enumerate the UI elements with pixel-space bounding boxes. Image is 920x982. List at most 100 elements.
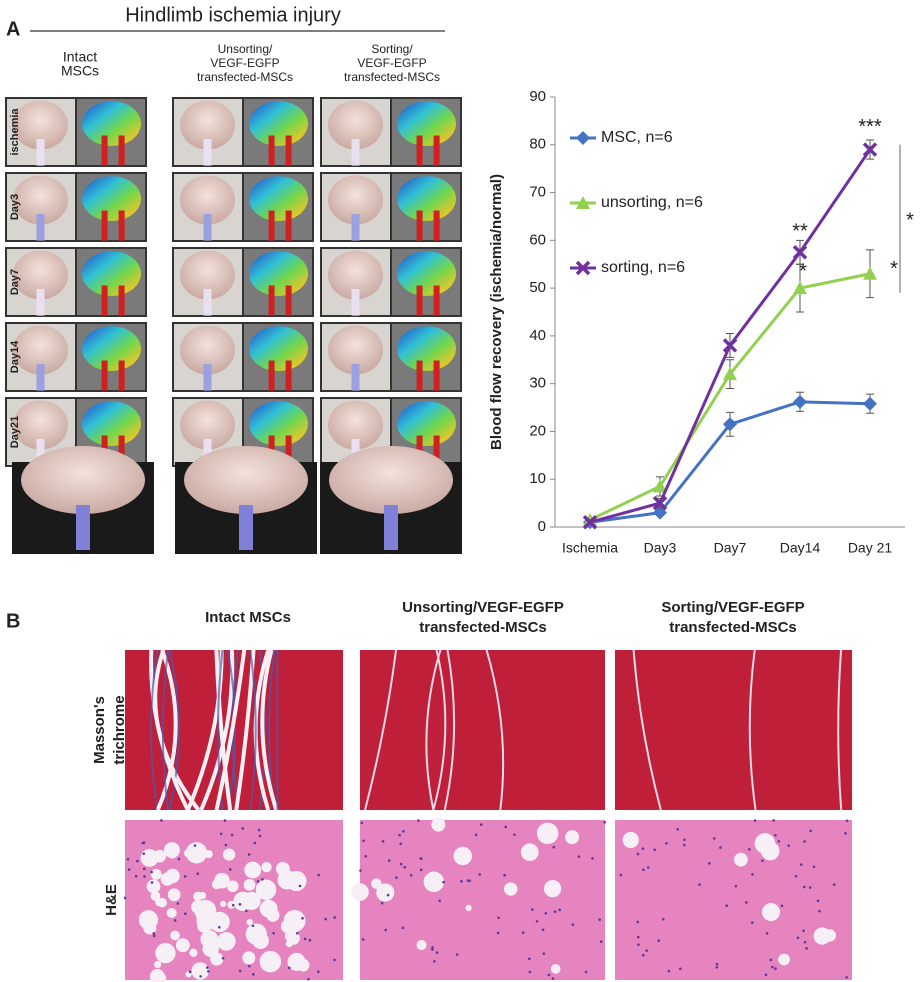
nucleus [380,901,384,905]
nucleus [206,966,209,969]
group-label: transfected-MSCs [197,70,293,84]
nucleus [713,837,716,840]
stain-label: trichrome [111,695,128,764]
heatmap-tail [433,360,440,391]
mouse-tail [239,505,253,550]
group-label: MSCs [61,63,99,79]
nucleus [141,841,145,845]
nucleus [641,847,645,850]
significance-label: * [906,210,914,232]
nucleus [359,869,362,872]
heatmap-tail [101,285,108,316]
nucleus [387,859,391,862]
tissue-gap [425,649,442,811]
heatmap [249,251,308,296]
fat-cell [191,962,209,980]
mouse-tail [384,505,398,550]
nucleus [803,840,806,843]
y-tick-label: 10 [529,470,546,487]
nucleus [645,949,648,952]
mouse-tail [351,364,360,391]
nucleus [619,873,623,877]
group-label: Unsorting/ [218,42,273,56]
nucleus [142,867,146,871]
heatmap-tail [118,135,125,166]
fat-cell [550,964,561,974]
mouse-tail [36,364,45,391]
mouse-tail [203,439,212,466]
fibrosis [249,649,257,811]
nucleus [261,877,264,881]
nucleus [577,855,581,858]
mouse-tail [351,289,360,316]
mouse-tail [36,439,45,466]
fat-cell [227,900,236,909]
fat-cell [209,911,230,933]
nucleus [845,976,848,979]
nucleus [808,886,812,889]
fat-cell [453,846,472,866]
fat-cell [296,958,310,972]
nucleus [409,873,413,877]
legend-label: unsorting, n=6 [601,194,703,211]
fat-cell [200,930,219,949]
nucleus [667,969,671,973]
heatmap-tail [118,210,125,241]
nucleus [531,908,534,911]
point [863,266,877,280]
nucleus [420,857,423,861]
heatmap [397,401,456,446]
nucleus [599,940,603,943]
tissue-gap [155,649,178,811]
nucleus [231,903,235,907]
fat-cell [170,930,180,941]
nucleus [719,846,722,849]
nucleus [395,876,398,879]
nucleus [504,825,508,829]
panel-label: A [6,18,20,40]
nucleus [298,884,302,888]
nucleus [777,840,781,843]
nucleus [272,931,275,935]
fat-cell [416,939,427,951]
point [723,367,737,381]
nucleus [247,853,251,856]
fat-cell [778,953,790,966]
point [653,479,667,493]
nucleus [725,904,729,907]
fat-cell [520,843,539,862]
fat-cell [157,897,167,908]
heatmap-tail [433,285,440,316]
fat-cell [233,891,253,912]
fat-cell [423,871,445,893]
heatmap-tail [118,435,125,466]
heatmap [82,176,141,222]
fat-cell [185,842,208,864]
fat-cell [622,831,639,849]
nucleus [333,958,336,962]
group-label: transfected-MSCs [419,619,547,636]
heatmap-tail [101,135,108,166]
fat-cell [211,879,222,890]
group-label: Sorting/VEGF-EGFP [661,599,804,616]
y-tick-label: 50 [529,279,546,296]
nucleus [683,838,686,842]
heatmap [249,401,308,446]
heatmap [397,101,456,146]
nucleus [196,872,200,875]
nucleus [173,919,177,922]
tissue-gap [632,649,662,811]
nucleus [176,902,180,905]
nucleus [772,819,775,822]
nucleus [435,951,439,954]
nucleus [809,829,813,833]
heatmap-tail [416,360,423,391]
nucleus [771,965,774,969]
nucleus [362,839,365,843]
group-label: Intact MSCs [205,609,291,626]
heatmap [397,176,456,222]
nucleus [150,881,154,884]
heatmap [82,401,141,446]
legend-label: sorting, n=6 [601,259,685,276]
nucleus [503,873,506,877]
